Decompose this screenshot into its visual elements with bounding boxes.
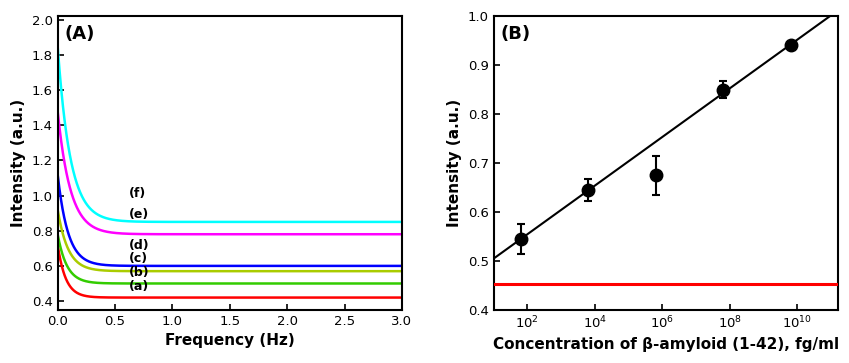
Text: (b): (b) [129,266,149,278]
X-axis label: Frequency (Hz): Frequency (Hz) [165,333,295,348]
Text: (f): (f) [129,187,146,200]
Y-axis label: Intensity (a.u.): Intensity (a.u.) [447,99,462,227]
X-axis label: Concentration of β-amyloid (1-42), fg/ml: Concentration of β-amyloid (1-42), fg/ml [492,337,839,352]
Text: (a): (a) [129,280,149,293]
Text: (d): (d) [129,239,149,252]
Text: (A): (A) [65,25,95,43]
Text: (c): (c) [129,252,148,265]
Text: (B): (B) [500,25,531,43]
Text: (e): (e) [129,208,149,220]
Y-axis label: Intensity (a.u.): Intensity (a.u.) [11,99,26,227]
